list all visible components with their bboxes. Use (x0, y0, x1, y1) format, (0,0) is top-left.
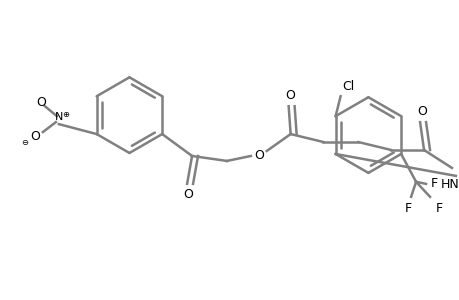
Text: F: F (403, 202, 411, 215)
Text: F: F (430, 177, 437, 190)
Text: N: N (55, 112, 63, 122)
Text: Cl: Cl (342, 80, 354, 93)
Text: ⊖: ⊖ (22, 137, 28, 146)
Text: O: O (183, 188, 193, 201)
Text: HN: HN (440, 178, 459, 191)
Text: ⊕: ⊕ (62, 110, 69, 119)
Text: O: O (253, 149, 263, 163)
Text: O: O (30, 130, 40, 142)
Text: O: O (285, 89, 295, 102)
Text: O: O (36, 96, 46, 109)
Text: O: O (416, 105, 426, 118)
Text: F: F (435, 202, 442, 215)
